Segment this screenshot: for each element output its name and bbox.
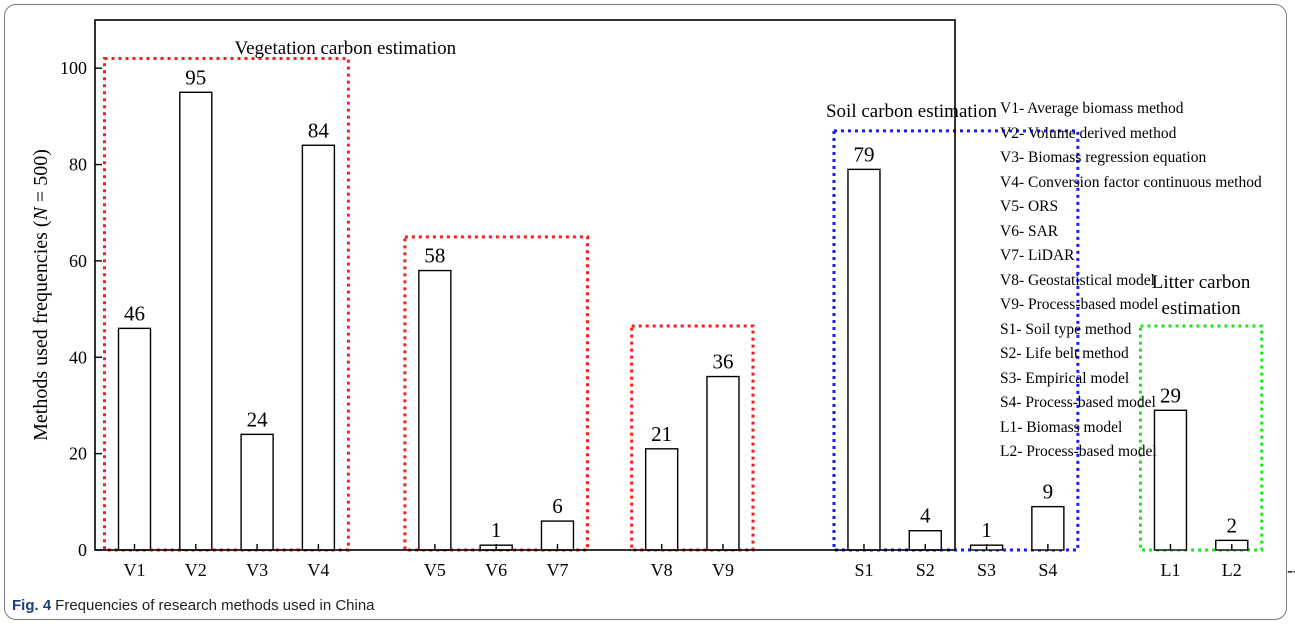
legend-item: V1- Average biomass method: [1000, 97, 1262, 122]
x-tick-label-V3: V3: [246, 560, 268, 580]
x-tick-label-L1: L1: [1160, 560, 1180, 580]
y-tick-label-0: 0: [78, 540, 87, 560]
value-label-V6: 1: [491, 518, 502, 542]
value-label-V9: 36: [712, 350, 733, 374]
x-tick-label-V7: V7: [546, 560, 568, 580]
bar-V1: [119, 328, 151, 550]
x-tick-label-S3: S3: [977, 560, 996, 580]
bar-V4: [302, 145, 334, 550]
y-tick-label-100: 100: [60, 58, 87, 78]
x-tick-label-S2: S2: [916, 560, 935, 580]
value-label-S3: 1: [981, 518, 992, 542]
y-tick-label-20: 20: [69, 444, 87, 464]
x-tick-label-S4: S4: [1038, 560, 1057, 580]
caption-label: Fig. 4: [12, 597, 51, 614]
bar-S1: [848, 169, 880, 550]
group-label-4: Soil carbon estimation: [826, 101, 997, 122]
x-tick-label-S1: S1: [854, 560, 873, 580]
legend-item: V9- Process-based model: [1000, 293, 1262, 318]
x-tick-label-V4: V4: [307, 560, 329, 580]
x-tick-label-V1: V1: [124, 560, 146, 580]
value-label-V8: 21: [651, 422, 672, 446]
x-tick-label-V6: V6: [485, 560, 507, 580]
value-label-L2: 2: [1227, 513, 1238, 537]
legend-item: L2- Process-based model: [1000, 440, 1262, 465]
y-tick-label-40: 40: [69, 347, 87, 367]
legend-item: V5- ORS: [1000, 195, 1262, 220]
bar-V2: [180, 92, 212, 550]
legend-item: V3- Biomass regression equation: [1000, 146, 1262, 171]
legend-item: V4- Conversion factor continuous method: [1000, 171, 1262, 196]
y-tick-label-80: 80: [69, 155, 87, 175]
legend-item: V2- Volume derived method: [1000, 122, 1262, 147]
legend-item: S4- Process-based model: [1000, 391, 1262, 416]
x-tick-label-V8: V8: [651, 560, 673, 580]
plot-frame: [95, 20, 955, 550]
value-label-V1: 46: [124, 301, 145, 325]
value-label-S2: 4: [920, 504, 931, 528]
value-label-V2: 95: [185, 65, 206, 89]
y-tick-label-60: 60: [69, 251, 87, 271]
value-label-V4: 84: [308, 118, 330, 142]
legend-item: V8- Geostatistical model: [1000, 269, 1262, 294]
value-label-V3: 24: [247, 407, 269, 431]
value-label-S4: 9: [1043, 480, 1054, 504]
legend-item: L1- Biomass model: [1000, 416, 1262, 441]
caption-text: Frequencies of research methods used in …: [55, 597, 374, 614]
x-tick-label-L2: L2: [1222, 560, 1242, 580]
legend-item: S3- Empirical model: [1000, 367, 1262, 392]
x-tick-label-V9: V9: [712, 560, 734, 580]
bar-V5: [419, 271, 451, 550]
x-tick-label-V2: V2: [185, 560, 207, 580]
legend-item: S2- Life belt method: [1000, 342, 1262, 367]
figure-caption: Fig. 4 Frequencies of research methods us…: [12, 597, 375, 614]
y-axis-label: Methods used frequencies (N = 500): [30, 149, 52, 441]
method-legend: V1- Average biomass method V2- Volume der…: [1000, 97, 1262, 465]
bar-V9: [707, 377, 739, 550]
value-label-V7: 6: [552, 494, 563, 518]
bar-V8: [646, 449, 678, 550]
x-tick-label-trailing: --: [1287, 560, 1295, 580]
bar-S4: [1032, 507, 1064, 550]
x-tick-label-V5: V5: [424, 560, 446, 580]
group-label-1: Vegetation carbon estimation: [235, 38, 457, 59]
value-label-V5: 58: [424, 244, 445, 268]
bar-V3: [241, 434, 273, 550]
legend-item: V6- SAR: [1000, 220, 1262, 245]
legend-item: S1- Soil type method: [1000, 318, 1262, 343]
value-label-S1: 79: [853, 142, 874, 166]
legend-item: V7- LiDAR: [1000, 244, 1262, 269]
